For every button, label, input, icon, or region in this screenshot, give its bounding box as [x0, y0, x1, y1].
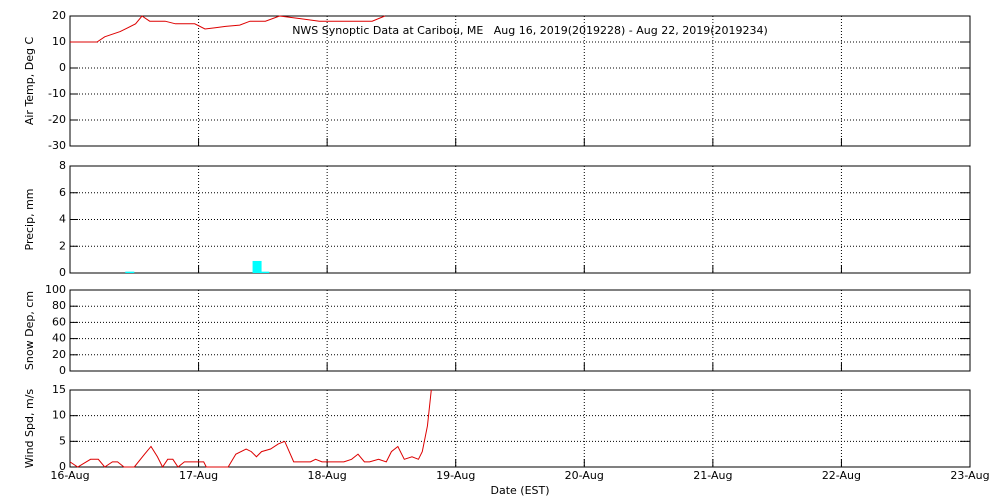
y-tick-label: 0: [59, 266, 66, 279]
y-tick-label: -10: [48, 87, 66, 100]
chart-title: NWS Synoptic Data at Caribou, ME Aug 16,…: [292, 24, 768, 37]
y-tick-label: 10: [52, 409, 66, 422]
x-tick-label: 21-Aug: [693, 469, 732, 482]
y-tick-label: -30: [48, 139, 66, 152]
bar: [252, 260, 262, 273]
y-tick-label: -20: [48, 113, 66, 126]
y-tick-label: 20: [52, 9, 66, 22]
y-tick-label: 0: [59, 364, 66, 377]
y-axis-label: Precip, mm: [23, 189, 36, 251]
y-tick-label: 8: [59, 159, 66, 172]
x-tick-label: 23-Aug: [950, 469, 989, 482]
x-tick-label: 22-Aug: [822, 469, 861, 482]
y-axis-label: Snow Dep, cm: [23, 291, 36, 370]
y-tick-label: 6: [59, 186, 66, 199]
y-tick-label: 20: [52, 348, 66, 361]
x-tick-label: 19-Aug: [436, 469, 475, 482]
y-tick-label: 4: [59, 213, 66, 226]
bar: [260, 271, 270, 273]
y-tick-label: 0: [59, 61, 66, 74]
x-tick-label: 16-Aug: [50, 469, 89, 482]
y-tick-label: 40: [52, 332, 66, 345]
y-tick-label: 15: [52, 383, 66, 396]
y-axis-label: Wind Spd, m/s: [23, 389, 36, 469]
data-line: [70, 15, 386, 43]
y-tick-label: 5: [59, 434, 66, 447]
plot-frame: [69, 289, 971, 372]
data-line: [69, 389, 432, 468]
y-tick-label: 60: [52, 315, 66, 328]
plot-frame: [69, 15, 971, 147]
y-axis-label: Air Temp, Deg C: [23, 37, 36, 126]
bar: [125, 271, 135, 273]
y-tick-label: 100: [45, 283, 66, 296]
x-axis-label: Date (EST): [490, 484, 549, 497]
y-tick-label: 80: [52, 299, 66, 312]
y-tick-label: 0: [59, 460, 66, 473]
x-tick-label: 20-Aug: [565, 469, 604, 482]
plot-frame: [69, 389, 971, 468]
x-tick-label: 17-Aug: [179, 469, 218, 482]
y-tick-label: 10: [52, 35, 66, 48]
y-tick-label: 2: [59, 239, 66, 252]
x-tick-label: 18-Aug: [308, 469, 347, 482]
